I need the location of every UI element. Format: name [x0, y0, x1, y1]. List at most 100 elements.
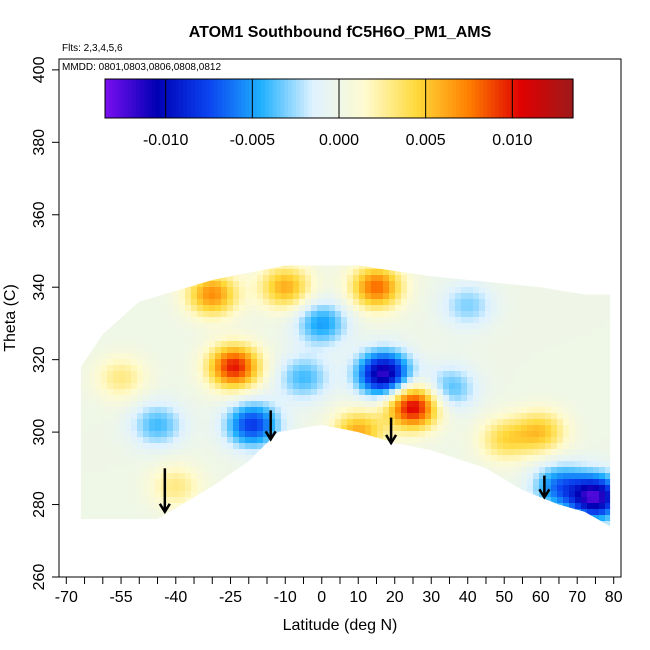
heatmap-cell	[209, 437, 216, 444]
heatmap-cell	[155, 443, 162, 450]
heatmap-cell	[80, 467, 84, 474]
heatmap-cell	[317, 265, 324, 270]
heatmap-cell	[305, 341, 312, 348]
heatmap-cell	[245, 281, 252, 288]
heatmap-cell	[191, 383, 198, 390]
heatmap-cell	[317, 323, 324, 330]
heatmap-cell	[89, 347, 96, 354]
heatmap-cell	[203, 335, 210, 342]
heatmap-cell	[95, 359, 102, 366]
heatmap-cell	[251, 395, 258, 402]
heatmap-cell	[221, 323, 228, 330]
heatmap-cell	[221, 353, 228, 360]
heatmap-cell	[365, 389, 372, 396]
heatmap-cell	[233, 455, 240, 462]
heatmap-cell	[191, 461, 198, 468]
heatmap-cell	[131, 335, 138, 342]
heatmap-cell	[125, 329, 132, 336]
heatmap-cell	[383, 419, 390, 426]
heatmap-cell	[131, 323, 138, 330]
heatmap-cell	[239, 443, 246, 450]
heatmap-cell	[119, 371, 126, 378]
heatmap-cell	[179, 401, 186, 408]
heatmap-cell	[383, 365, 390, 372]
heatmap-cell	[371, 299, 378, 306]
heatmap-cell	[281, 425, 288, 432]
heatmap-cell	[161, 389, 168, 396]
heatmap-cell	[149, 401, 156, 408]
heatmap-cell	[299, 407, 306, 414]
heatmap-cell	[197, 431, 204, 438]
heatmap-cell	[179, 305, 186, 312]
heatmap-cell	[305, 293, 312, 300]
heatmap-cell	[335, 389, 342, 396]
heatmap-cell	[239, 299, 246, 306]
heatmap-cell	[263, 299, 270, 306]
heatmap-cell	[173, 431, 180, 438]
heatmap-cell	[149, 347, 156, 354]
heatmap-cell	[347, 401, 354, 408]
heatmap-cell	[215, 389, 222, 396]
heatmap-cell	[89, 479, 96, 486]
heatmap-cell	[239, 275, 246, 282]
heatmap-cell	[383, 323, 390, 330]
heatmap-cell	[203, 347, 210, 354]
heatmap-cell	[251, 377, 258, 384]
heatmap-cell	[113, 461, 120, 468]
heatmap-cell	[179, 317, 186, 324]
heatmap-cell	[317, 395, 324, 402]
heatmap-cell	[395, 371, 402, 378]
heatmap-cell	[365, 407, 372, 414]
heatmap-cell	[161, 293, 168, 300]
heatmap-cell	[305, 287, 312, 294]
heatmap-cell	[257, 425, 264, 432]
heatmap-cell	[107, 461, 114, 468]
heatmap-cell	[167, 413, 174, 420]
heatmap-cell	[119, 341, 126, 348]
heatmap-cell	[197, 341, 204, 348]
heatmap-cell	[305, 407, 312, 414]
heatmap-cell	[119, 431, 126, 438]
heatmap-cell	[107, 443, 114, 450]
heatmap-cell	[173, 449, 180, 456]
heatmap-cell	[131, 509, 138, 516]
chart-title: ATOM1 Southbound fC5H6O_PM1_AMS	[189, 24, 492, 41]
heatmap-cell	[185, 401, 192, 408]
heatmap-cell	[131, 515, 138, 522]
heatmap-cell	[251, 425, 258, 432]
heatmap-cell	[173, 383, 180, 390]
heatmap-cell	[329, 299, 336, 306]
heatmap-cell	[80, 407, 84, 414]
heatmap-cell	[149, 425, 156, 432]
heatmap-cell	[329, 287, 336, 294]
heatmap-cell	[161, 449, 168, 456]
heatmap-cell	[95, 473, 102, 480]
heatmap-cell	[257, 359, 264, 366]
heatmap-cell	[137, 323, 144, 330]
heatmap-cell	[143, 461, 150, 468]
heatmap-cell	[95, 461, 102, 468]
heatmap-cell	[197, 437, 204, 444]
heatmap-cell	[80, 443, 84, 450]
heatmap-cell	[299, 341, 306, 348]
heatmap-cell	[125, 311, 132, 318]
heatmap-cell	[137, 353, 144, 360]
heatmap-cell	[179, 311, 186, 318]
heatmap-cell	[299, 383, 306, 390]
heatmap-cell	[191, 311, 198, 318]
heatmap-cell	[143, 479, 150, 486]
heatmap-cell	[209, 323, 216, 330]
heatmap-cell	[119, 377, 126, 384]
heatmap-cell	[245, 359, 252, 366]
heatmap-cell	[185, 353, 192, 360]
heatmap-cell	[203, 359, 210, 366]
heatmap-cell	[281, 353, 288, 360]
heatmap-cell	[125, 323, 132, 330]
heatmap-cell	[281, 293, 288, 300]
heatmap-cell	[305, 299, 312, 306]
heatmap-cell	[341, 323, 348, 330]
heatmap-cell	[311, 323, 318, 330]
heatmap-cell	[119, 473, 126, 480]
heatmap-cell	[359, 365, 366, 372]
heatmap-cell	[95, 341, 102, 348]
